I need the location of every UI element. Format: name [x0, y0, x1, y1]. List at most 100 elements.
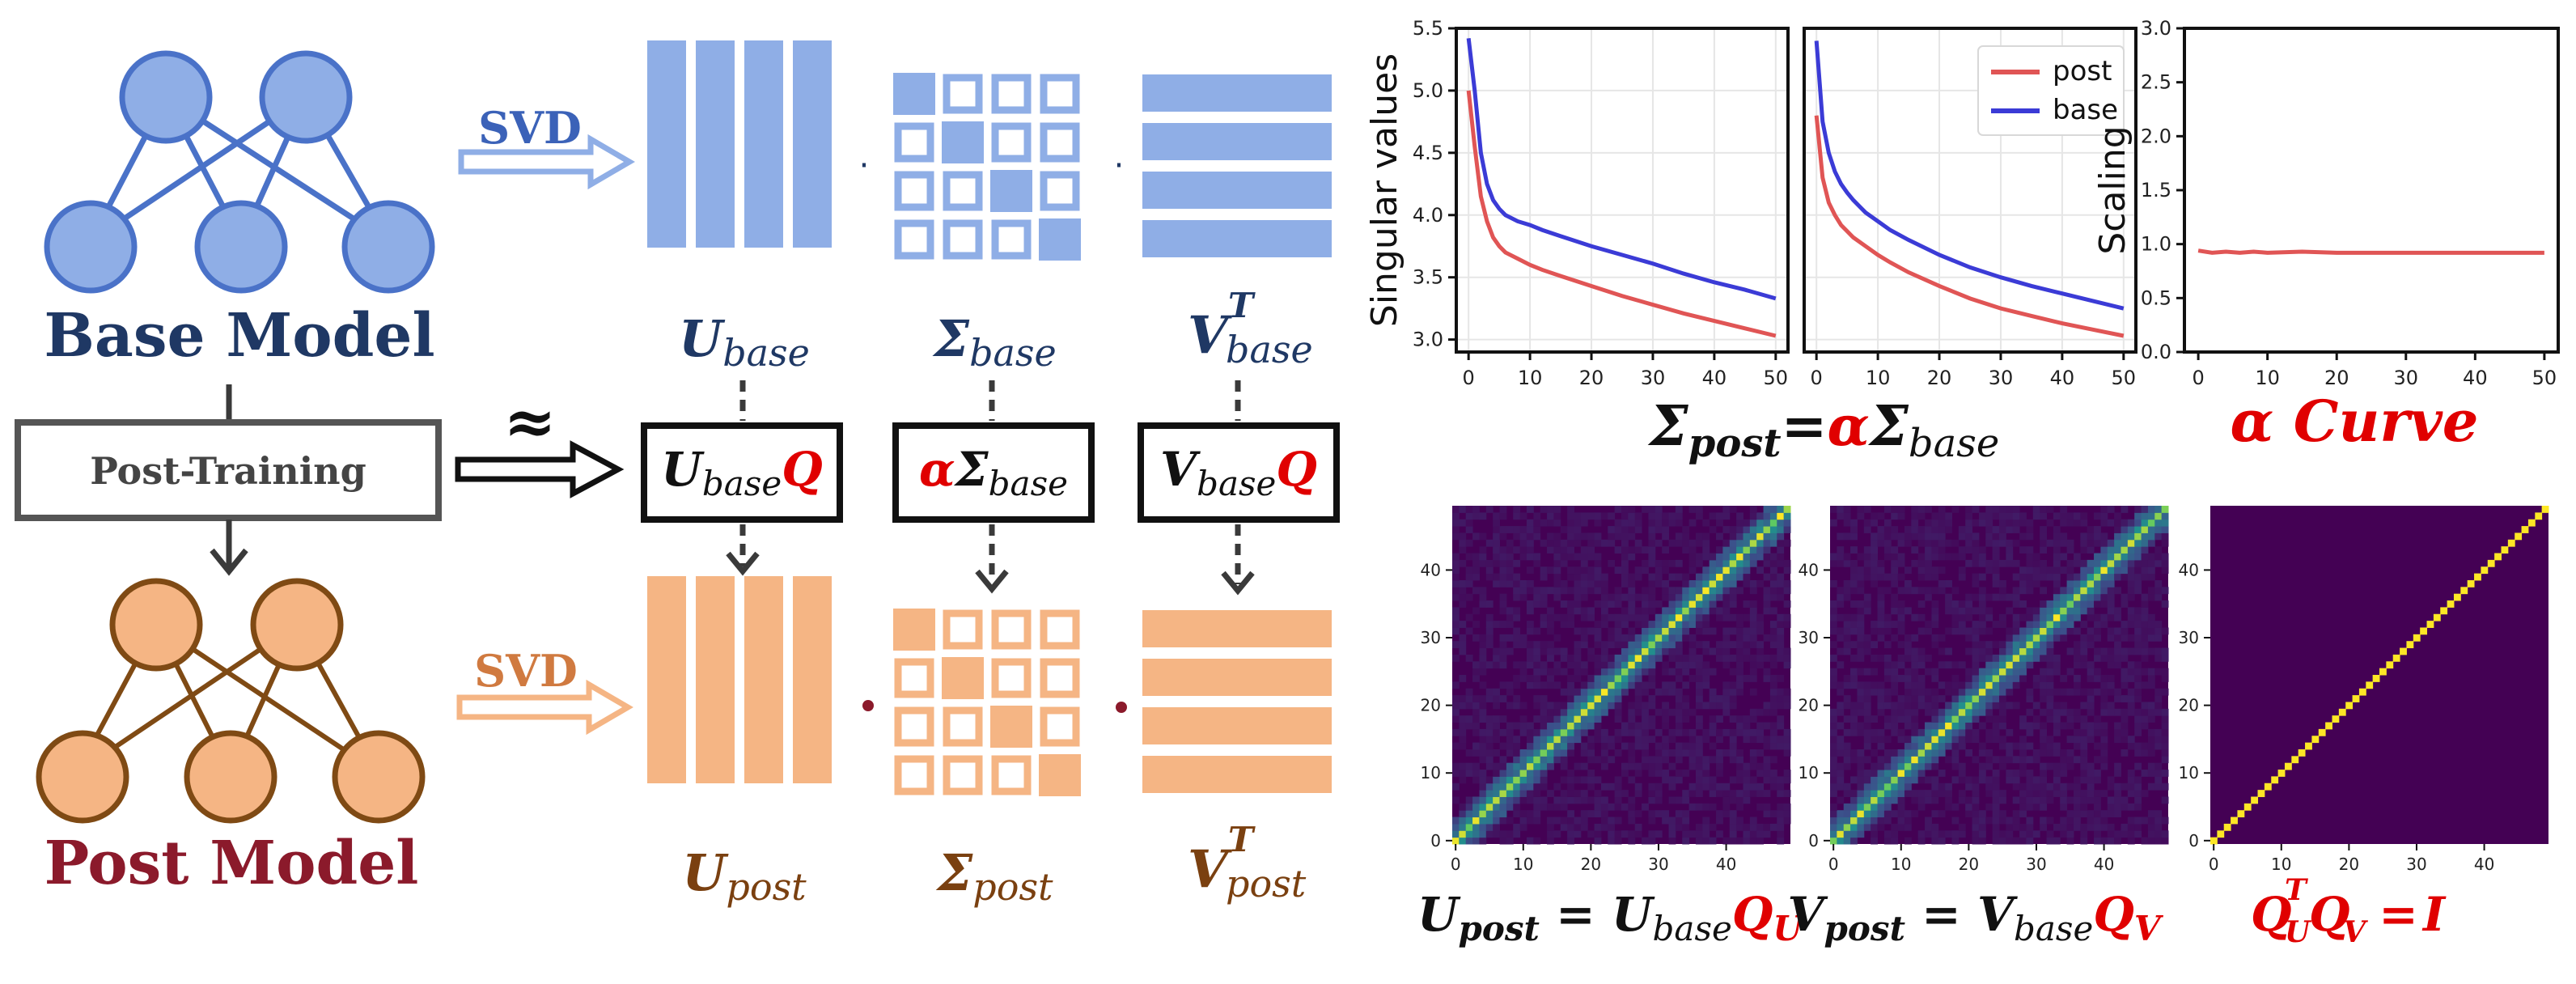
- y-tick-label: 4.0: [1413, 204, 1443, 227]
- post-training-box: [15, 419, 442, 521]
- matrix-cell: [991, 219, 1032, 260]
- x-tick-label: 30: [1989, 367, 2014, 389]
- v-base-q-label: VbaseQ: [1160, 442, 1317, 503]
- diag-cell: [942, 121, 984, 163]
- x-tick-label: 0: [1828, 855, 1839, 874]
- u-post-matrix: [647, 576, 832, 783]
- matrix-cell: [1040, 171, 1080, 211]
- u-base-q-box: [641, 422, 843, 523]
- v-base-label: V T base: [1188, 286, 1313, 371]
- svg-text:U: U: [2285, 915, 2312, 949]
- down-arrow-icon: [1221, 570, 1255, 596]
- matrix-row: [1142, 123, 1332, 160]
- y-axis-label: Scaling: [2092, 125, 2133, 254]
- x-tick-label: 30: [1641, 367, 1666, 389]
- matrix-column: [793, 40, 832, 248]
- matrix-cell: [1040, 122, 1080, 163]
- approx-arrow-icon: [455, 440, 625, 498]
- post-node: [250, 578, 344, 672]
- dot-symbol: [862, 700, 874, 711]
- x-tick-label: 20: [2324, 367, 2349, 389]
- x-tick-label: 10: [1513, 855, 1533, 874]
- y-tick-label: 1.5: [2141, 179, 2171, 201]
- heatmap-identity: 0 10 20 30 40 0 10 20 30 40: [2179, 506, 2549, 874]
- matrix-cell: [894, 219, 934, 260]
- dot-symbol: [1116, 702, 1127, 713]
- post-model-network: [36, 578, 426, 824]
- x-tick-label: 50: [2532, 367, 2557, 389]
- x-tick-label: 20: [2339, 855, 2359, 874]
- y-tick-label: 0.0: [2141, 341, 2171, 363]
- matrix-row: [1142, 756, 1332, 793]
- down-arrow-icon: [726, 551, 760, 576]
- u-base-q-label: UbaseQ: [661, 442, 822, 503]
- singular-values-chart-2: 0 10 20 30 40 50 post base: [1803, 27, 2137, 389]
- base-node: [259, 50, 353, 144]
- matrix-cell: [1040, 609, 1080, 650]
- y-tick-label: 1.0: [2141, 233, 2171, 256]
- x-tick-label: 0: [2192, 367, 2204, 389]
- post-node: [332, 730, 426, 824]
- x-tick-label: 40: [2474, 855, 2494, 874]
- series-line-alpha: [2197, 248, 2544, 255]
- x-tick-label: 50: [2112, 367, 2137, 389]
- y-tick-label: 2.5: [2141, 71, 2171, 94]
- y-tick-label: 10: [1799, 763, 1819, 783]
- base-node: [194, 200, 288, 294]
- svg-text:T: T: [1228, 820, 1256, 859]
- matrix-cell: [1040, 658, 1080, 698]
- matrix-cell: [1040, 706, 1080, 747]
- matrix-row: [1142, 74, 1332, 112]
- sigma-base-matrix: [893, 73, 1081, 261]
- y-tick-label: 10: [2179, 763, 2199, 783]
- series-line-base: [1466, 38, 1777, 301]
- x-tick-label: 20: [1579, 367, 1604, 389]
- x-tick-label: 20: [1581, 855, 1601, 874]
- x-tick-label: 10: [1891, 855, 1911, 874]
- y-tick-label: 40: [1421, 560, 1441, 579]
- x-tick-label: 20: [1959, 855, 1979, 874]
- matrix-column: [744, 576, 783, 783]
- alpha-sigma-base-label: αΣbase: [919, 442, 1068, 503]
- y-tick-label: 30: [1421, 628, 1441, 647]
- v-post-matrix: [1142, 610, 1332, 793]
- svg-text:post: post: [1226, 862, 1307, 906]
- matrix-column: [647, 576, 686, 783]
- diag-cell: [1039, 754, 1081, 796]
- matrix-row: [1142, 220, 1332, 257]
- matrix-cell: [943, 171, 983, 211]
- base-node: [341, 200, 435, 294]
- svd-arrow-icon: [456, 679, 633, 736]
- matrix-cell: [894, 658, 934, 698]
- post-node: [36, 730, 129, 824]
- matrix-cell: [991, 609, 1032, 650]
- y-tick-label: 3.0: [2141, 17, 2171, 40]
- caption-u: Upost = UbaseQU: [1417, 887, 1804, 948]
- y-tick-label: 30: [2179, 628, 2199, 647]
- y-tick-label: 3.5: [1413, 266, 1443, 289]
- heatmap-v: 0 10 20 30 40 0 10 20 30 40: [1799, 506, 2169, 874]
- x-tick-label: 0: [1451, 855, 1461, 874]
- svg-text:Q: Q: [2309, 887, 2350, 942]
- matrix-column: [647, 40, 686, 248]
- y-tick-label: 0: [2188, 831, 2199, 850]
- x-tick-label: 40: [1702, 367, 1727, 389]
- x-tick-label: 40: [2463, 367, 2488, 389]
- svd-arrow-icon: [458, 134, 635, 190]
- series-line-post: [1814, 115, 2125, 338]
- svd-label-top: SVD: [478, 102, 582, 154]
- matrix-cell: [894, 755, 934, 795]
- post-node: [109, 578, 203, 672]
- matrix-cell: [1040, 74, 1080, 114]
- matrix-cell: [991, 122, 1032, 163]
- y-tick-label: 20: [1421, 696, 1441, 715]
- matrix-column: [696, 576, 735, 783]
- sigma-post-matrix: [893, 609, 1081, 796]
- x-tick-label: 10: [1866, 367, 1891, 389]
- y-tick-label: 30: [1799, 628, 1819, 647]
- matrix-cell: [991, 658, 1032, 698]
- legend-label: base: [2053, 94, 2118, 126]
- matrix-cell: [943, 74, 983, 114]
